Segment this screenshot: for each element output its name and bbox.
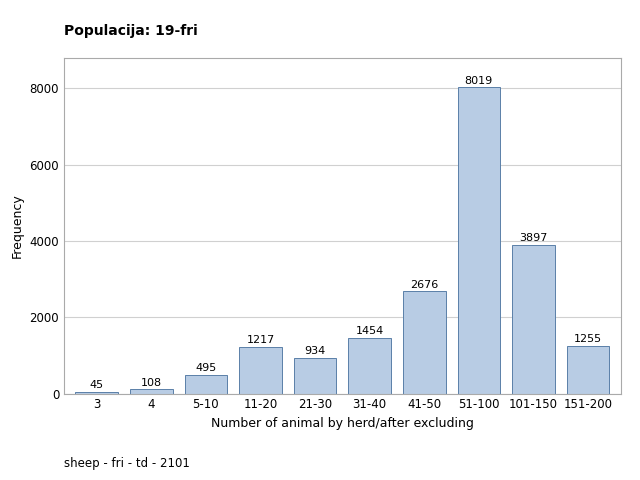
Bar	[512, 245, 555, 394]
Text: sheep - fri - td - 2101: sheep - fri - td - 2101	[64, 457, 190, 470]
Y-axis label: Frequency: Frequency	[11, 193, 24, 258]
Text: 8019: 8019	[465, 75, 493, 85]
Bar	[294, 358, 337, 394]
Bar	[130, 389, 173, 394]
Bar	[76, 392, 118, 394]
Text: 495: 495	[195, 363, 216, 373]
Text: 108: 108	[141, 378, 162, 387]
Text: 45: 45	[90, 380, 104, 390]
Text: 1255: 1255	[574, 334, 602, 344]
Text: 3897: 3897	[519, 233, 548, 243]
Bar	[348, 338, 391, 394]
Bar	[403, 291, 445, 394]
Bar	[184, 375, 227, 394]
Bar	[458, 87, 500, 394]
Text: 2676: 2676	[410, 279, 438, 289]
Text: 1454: 1454	[356, 326, 384, 336]
X-axis label: Number of animal by herd/after excluding: Number of animal by herd/after excluding	[211, 417, 474, 430]
Text: Populacija: 19-fri: Populacija: 19-fri	[64, 24, 198, 38]
Text: 934: 934	[305, 346, 326, 356]
Bar	[567, 346, 609, 394]
Text: 1217: 1217	[246, 335, 275, 345]
Bar	[239, 347, 282, 394]
